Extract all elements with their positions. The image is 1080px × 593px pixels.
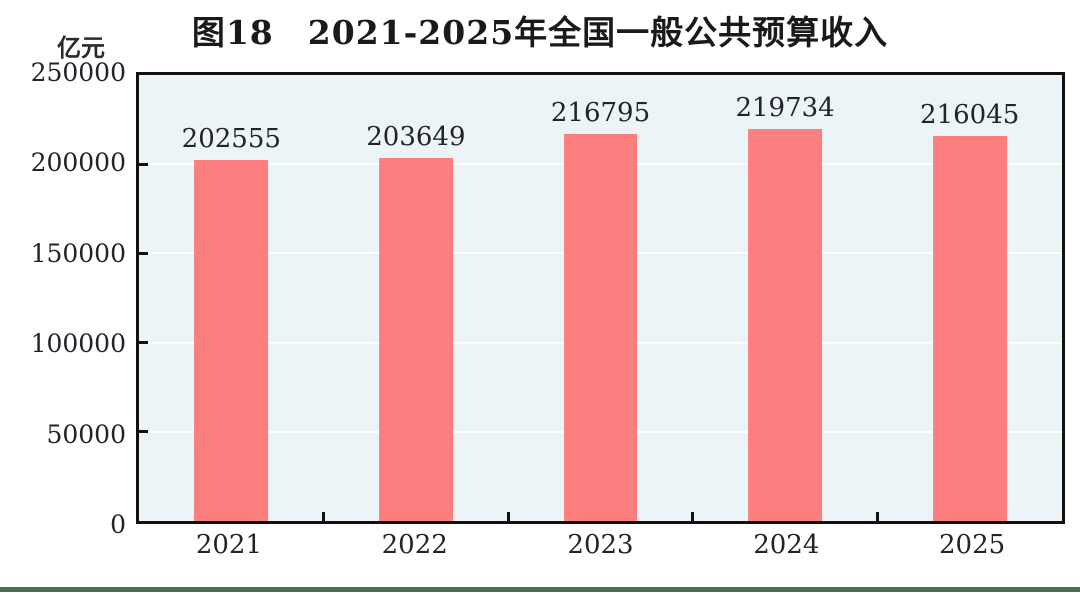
- bar-2023: [563, 134, 638, 521]
- bar-value-label: 216795: [550, 98, 651, 129]
- y-axis-tickmark: [139, 341, 148, 345]
- y-tick-label: 100000: [30, 329, 126, 359]
- bottom-divider-rule: [0, 587, 1080, 592]
- x-tick-label-2023: 2023: [567, 530, 634, 560]
- bar-2022: [378, 157, 453, 521]
- x-axis-tick-labels: 2021 2022 2023 2024 2025: [136, 531, 1065, 563]
- x-tick-label-2021: 2021: [195, 530, 262, 560]
- bar-2025: [932, 135, 1007, 521]
- plot-area: 202555 203649 216795 219734 216045: [136, 72, 1065, 524]
- y-tick-label: 0: [110, 510, 126, 539]
- bar-2021: [194, 159, 269, 521]
- x-tick-label-2022: 2022: [381, 530, 448, 560]
- x-axis-tickmark: [322, 512, 326, 521]
- y-tick-label: 200000: [30, 148, 126, 178]
- y-tick-label: 50000: [46, 419, 126, 449]
- y-tick-label: 150000: [30, 238, 126, 268]
- x-axis-tickmark: [875, 512, 879, 521]
- bar-value-label: 202555: [181, 123, 281, 154]
- y-axis-tickmark: [139, 162, 148, 166]
- x-tick-label-2024: 2024: [753, 530, 820, 560]
- plot-inner: 202555 203649 216795 219734 216045: [139, 75, 1062, 521]
- x-axis-tickmark: [691, 512, 695, 521]
- bar-value-label: 219734: [735, 93, 835, 123]
- bar-value-label: 216045: [920, 99, 1020, 130]
- chart-title: 图18 2021-2025年全国一般公共预算收入: [191, 13, 889, 52]
- y-axis-tickmark: [139, 430, 148, 434]
- bar-value-label: 203649: [366, 121, 466, 152]
- y-axis-unit-label: 亿元: [57, 33, 105, 62]
- x-tick-label-2025: 2025: [939, 530, 1006, 560]
- bar-2024: [748, 129, 823, 521]
- y-tick-label: 250000: [30, 58, 126, 87]
- y-axis-tickmark: [139, 251, 148, 255]
- y-axis-tick-labels: 250000 200000 150000 100000 50000 0: [0, 60, 126, 537]
- x-axis-tickmark: [506, 512, 510, 521]
